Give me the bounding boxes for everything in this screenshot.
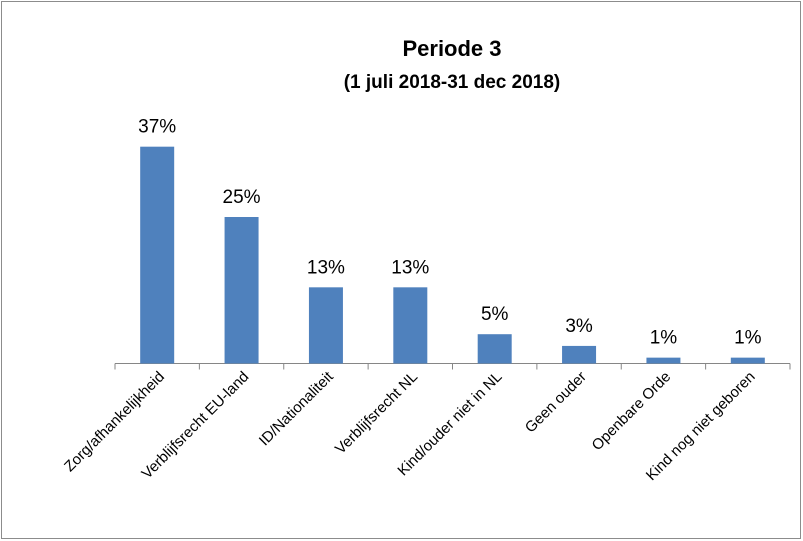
bar — [730, 357, 765, 364]
data-label: 13% — [307, 257, 345, 278]
data-label: 25% — [223, 187, 261, 208]
bar — [140, 146, 175, 364]
bar — [224, 217, 259, 364]
chart-subtitle: (1 juli 2018-31 dec 2018) — [344, 72, 561, 93]
bar — [308, 287, 343, 364]
data-label: 3% — [565, 316, 593, 337]
bar — [562, 345, 597, 364]
data-label: 37% — [138, 117, 176, 138]
bar — [646, 357, 681, 364]
data-label: 13% — [391, 257, 429, 278]
bar — [477, 334, 512, 364]
data-label: 1% — [650, 328, 678, 349]
data-label: 1% — [734, 328, 762, 349]
data-label: 5% — [481, 304, 509, 325]
chart-title: Periode 3 — [402, 36, 501, 61]
bar — [393, 287, 428, 364]
